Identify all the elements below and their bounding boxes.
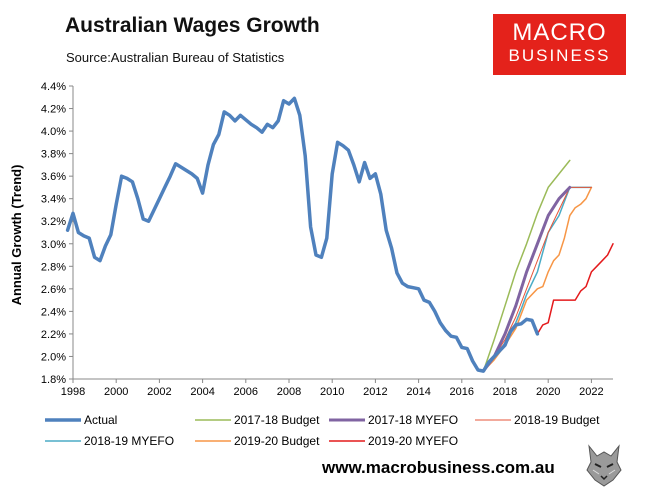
y-tick-label: 4.0% [41, 126, 66, 138]
x-tick-label: 2018 [493, 386, 517, 398]
x-tick-label: 2008 [277, 386, 301, 398]
x-tick-label: 2000 [104, 386, 128, 398]
chart-series [65, 96, 614, 373]
macrobusiness-logo: MACRO BUSINESS [493, 14, 626, 75]
y-tick-label: 3.2% [41, 216, 66, 228]
legend-label: Actual [84, 413, 117, 427]
x-tick-label: 2022 [579, 386, 603, 398]
series-line-2019-20-myefo [536, 243, 614, 335]
y-tick-label: 3.6% [41, 171, 66, 183]
legend-label: 2019-20 Budget [234, 434, 320, 448]
chart-legend: Actual 2017-18 Budget 2017-18 MYEFO 2018-19… [45, 413, 600, 448]
logo-line-2: BUSINESS [508, 46, 611, 65]
legend-label: 2019-20 MYEFO [368, 434, 458, 448]
chart-source: Source:Australian Bureau of Statistics [66, 50, 285, 65]
x-tick-label: 2002 [147, 386, 171, 398]
x-tick-label: 2014 [406, 386, 430, 398]
x-tick-label: 2010 [320, 386, 344, 398]
x-tick-label: 2020 [536, 386, 560, 398]
series-line-2017-18-myefo [481, 185, 572, 373]
series-line-2017-18-budget [482, 159, 571, 372]
chart-title: Australian Wages Growth [65, 14, 320, 37]
x-tick-label: 2004 [190, 386, 214, 398]
series-line-2018-19-budget [482, 186, 592, 372]
y-tick-label: 2.4% [41, 306, 66, 318]
y-tick-label: 1.8% [41, 374, 66, 386]
x-tick-label: 2006 [234, 386, 258, 398]
website-url: www.macrobusiness.com.au [322, 458, 555, 477]
y-tick-label: 2.8% [41, 261, 66, 273]
y-tick-label: 2.6% [41, 284, 66, 296]
legend-label: 2017-18 MYEFO [368, 413, 458, 427]
y-tick-label: 3.0% [41, 239, 66, 251]
y-tick-label: 4.4% [41, 81, 66, 93]
y-tick-label: 3.8% [41, 149, 66, 161]
y-tick-label: 4.2% [41, 104, 66, 116]
x-tick-label: 1998 [61, 386, 85, 398]
legend-label: 2018-19 Budget [514, 413, 600, 427]
x-tick-label: 2016 [450, 386, 474, 398]
legend-label: 2017-18 Budget [234, 413, 320, 427]
y-tick-label: 2.0% [41, 351, 66, 363]
y-tick-label: 3.4% [41, 194, 66, 206]
logo-line-1: MACRO [512, 19, 607, 46]
legend-label: 2018-19 MYEFO [84, 434, 174, 448]
wolf-logo-icon [583, 440, 625, 488]
series-line-actual [65, 96, 540, 373]
chart-axes: 1.8% 2.0% 2.2% 2.4% 2.6% 2.8% 3.0% 3.2% 3.4% 3.6%… [41, 81, 613, 398]
x-tick-label: 2012 [363, 386, 387, 398]
series-line-2019-20-budget [482, 186, 593, 372]
y-tick-label: 2.2% [41, 329, 66, 341]
y-axis-label: Annual Growth (Trend) [9, 165, 24, 306]
